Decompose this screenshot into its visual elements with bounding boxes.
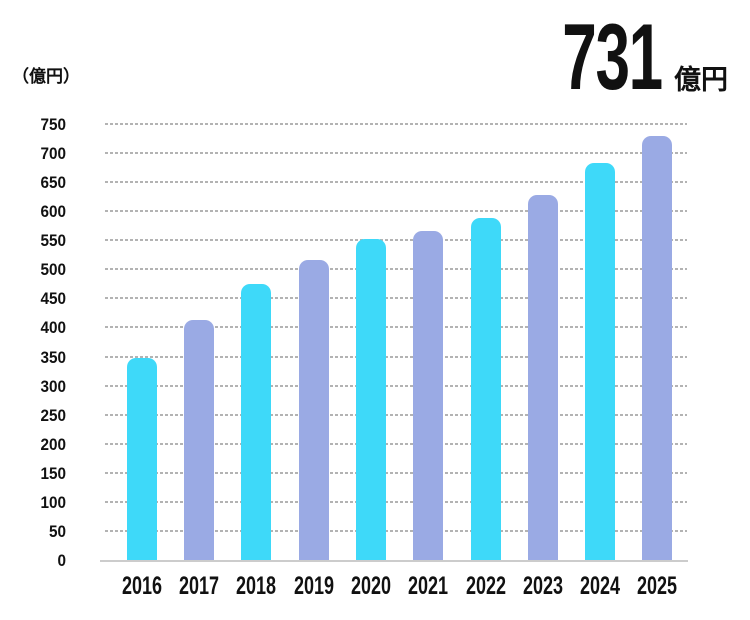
x-tick-label-2016: 2016 — [121, 572, 162, 600]
x-tick-label-2019: 2019 — [293, 572, 334, 600]
gridline-400 — [105, 326, 687, 329]
y-tick-label-650: 650 — [40, 173, 66, 193]
gridline-500 — [105, 268, 687, 271]
y-tick-label-200: 200 — [40, 434, 66, 454]
gridline-550 — [105, 239, 687, 242]
x-tick-label-2024: 2024 — [580, 572, 621, 600]
y-tick-label-600: 600 — [40, 202, 66, 222]
x-tick-label-2021: 2021 — [408, 572, 449, 600]
y-tick-label-50: 50 — [48, 521, 66, 541]
x-tick-label-2020: 2020 — [350, 572, 391, 600]
y-tick-label-700: 700 — [40, 144, 66, 164]
y-tick-label-750: 750 — [40, 115, 66, 134]
gridline-450 — [105, 297, 687, 300]
gridline-100 — [105, 500, 687, 503]
bar-2019 — [298, 260, 329, 561]
y-tick-label-500: 500 — [40, 260, 66, 280]
x-tick-label-2018: 2018 — [236, 572, 277, 600]
gridline-600 — [105, 210, 687, 213]
y-tick-label-300: 300 — [40, 376, 66, 396]
y-tick-label-350: 350 — [40, 347, 66, 367]
gridline-350 — [105, 355, 687, 358]
y-tick-label-450: 450 — [40, 289, 66, 309]
bar-2018 — [241, 284, 272, 561]
x-axis-line — [100, 560, 688, 562]
bar-2023 — [527, 194, 558, 561]
gridline-150 — [105, 471, 687, 474]
bar-2024 — [585, 163, 616, 561]
bar-2025 — [642, 136, 673, 561]
headline-value: 731 — [562, 4, 663, 109]
gridline-50 — [105, 529, 687, 532]
y-tick-label-400: 400 — [40, 318, 66, 338]
gridline-250 — [105, 413, 687, 416]
x-tick-label-2025: 2025 — [637, 572, 678, 600]
bar-2016 — [126, 357, 157, 561]
gridline-300 — [105, 384, 687, 387]
x-tick-label-2023: 2023 — [522, 572, 563, 600]
plot-area — [105, 113, 687, 561]
headline-unit: 億円 — [674, 65, 728, 95]
y-tick-label-100: 100 — [40, 492, 66, 512]
gridline-700 — [105, 152, 687, 155]
gridline-200 — [105, 442, 687, 445]
y-tick-label-250: 250 — [40, 405, 66, 425]
y-tick-label-550: 550 — [40, 231, 66, 251]
bar-2022 — [470, 218, 501, 561]
x-tick-label-2017: 2017 — [178, 572, 220, 600]
headline: 731 億円 — [511, 10, 728, 104]
gridline-750 — [105, 123, 687, 125]
bar-2021 — [413, 231, 444, 561]
y-tick-label-0: 0 — [57, 551, 66, 570]
y-tick-label-150: 150 — [40, 463, 66, 483]
bar-2020 — [355, 238, 386, 561]
bar-2017 — [184, 320, 214, 561]
x-tick-label-2022: 2022 — [465, 572, 506, 600]
y-axis-unit-label: （億円） — [12, 67, 80, 86]
gridline-650 — [105, 181, 687, 184]
